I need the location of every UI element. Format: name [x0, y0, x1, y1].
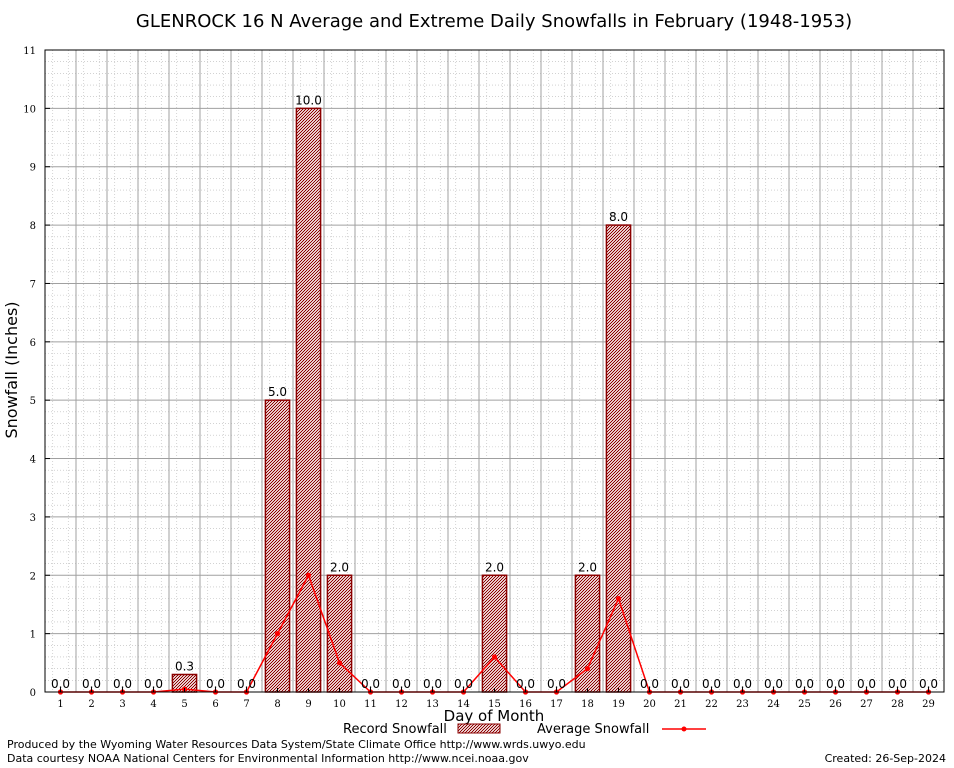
x-tick-label: 10 [333, 699, 346, 710]
x-tick-label: 3 [119, 699, 125, 710]
bar-value-label: 0.0 [919, 677, 938, 691]
bar-labels: 0.0 0.0 0.0 0.0 0.3 0.0 0.0 5.0 10.0 2.0 0.0 0.0 0.0… [51, 93, 938, 691]
x-tick-label: 19 [612, 699, 625, 710]
bar-value-label: 0.0 [237, 677, 256, 691]
bar-value-label: 0.0 [826, 677, 845, 691]
legend: Record Snowfall Average Snowfall [343, 722, 706, 737]
bar-value-label: 0.0 [547, 677, 566, 691]
footer-produced-by: Produced by the Wyoming Water Resources … [7, 738, 586, 751]
bar-day-10 [326, 574, 353, 693]
bar-day-15 [481, 574, 508, 693]
bar-value-label: 0.0 [888, 677, 907, 691]
bar-value-label: 0.0 [113, 677, 132, 691]
bar-value-label: 2.0 [485, 560, 504, 574]
x-tick-label: 16 [519, 699, 532, 710]
average-point-day-8 [274, 631, 281, 637]
x-tick-label: 8 [274, 699, 280, 710]
x-tick-label: 27 [860, 699, 873, 710]
bar-value-label: 0.0 [733, 677, 752, 691]
x-tick-label: 2 [88, 699, 94, 710]
bar-value-label: 2.0 [330, 560, 349, 574]
bar-value-label: 5.0 [268, 385, 287, 399]
y-tick-label: 10 [23, 104, 36, 115]
bar-value-label: 0.0 [206, 677, 225, 691]
legend-average-marker [681, 726, 687, 732]
bar-value-label: 10.0 [295, 93, 322, 107]
legend-record-swatch [457, 723, 501, 734]
footer-created: Created: 26-Sep-2024 [824, 752, 946, 765]
bar-value-label: 0.0 [516, 677, 535, 691]
bar-value-label: 0.0 [144, 677, 163, 691]
y-tick-label: 7 [30, 279, 36, 290]
bar-value-label: 0.0 [795, 677, 814, 691]
average-point-day-9 [305, 572, 312, 578]
y-tick-label: 0 [30, 688, 36, 699]
y-tick-label: 1 [30, 630, 36, 641]
x-tick-label: 25 [798, 699, 811, 710]
x-tick-label: 11 [364, 699, 377, 710]
y-tick-label: 9 [30, 163, 36, 174]
x-tick-label: 5 [181, 699, 187, 710]
bar-day-9 [295, 107, 322, 693]
x-tick-label: 22 [705, 699, 718, 710]
x-tick-label: 4 [150, 699, 156, 710]
average-point-day-18 [584, 666, 591, 672]
bar-value-label: 0.0 [764, 677, 783, 691]
average-point-day-10 [336, 660, 343, 666]
x-tick-label: 15 [488, 699, 501, 710]
bar-day-19 [605, 224, 632, 693]
bar-value-label: 0.0 [51, 677, 70, 691]
legend-average-label: Average Snowfall [537, 722, 649, 737]
y-tick-label: 6 [30, 338, 36, 349]
x-tick-label: 21 [674, 699, 687, 710]
y-tick-label: 3 [30, 513, 36, 524]
average-point-day-19 [615, 596, 622, 602]
x-tick-label: 13 [426, 699, 439, 710]
y-tick-label: 11 [23, 46, 36, 57]
y-tick-label: 4 [30, 455, 36, 466]
x-tick-label: 26 [829, 699, 842, 710]
bar-value-label: 0.0 [423, 677, 442, 691]
bar-value-label: 0.0 [857, 677, 876, 691]
bars [171, 107, 632, 693]
x-tick-label: 24 [767, 699, 780, 710]
x-tick-label: 23 [736, 699, 749, 710]
bar-value-label: 0.0 [361, 677, 380, 691]
chart-title: GLENROCK 16 N Average and Extreme Daily … [136, 11, 852, 32]
bar-value-label: 0.0 [82, 677, 101, 691]
y-tick-label: 8 [30, 221, 36, 232]
x-tick-label: 29 [922, 699, 935, 710]
average-point-day-15 [491, 654, 498, 660]
x-tick-label: 17 [550, 699, 563, 710]
x-axis-label: Day of Month [444, 707, 545, 725]
x-tick-label: 6 [212, 699, 218, 710]
bar-day-8 [264, 399, 291, 693]
x-tick-label: 12 [395, 699, 408, 710]
bar-value-label: 0.0 [454, 677, 473, 691]
y-tick-label: 2 [30, 571, 36, 582]
x-tick-label: 18 [581, 699, 594, 710]
x-tick-label: 1 [57, 699, 63, 710]
legend-record-label: Record Snowfall [343, 722, 447, 737]
bar-value-label: 0.0 [640, 677, 659, 691]
x-tick-label: 28 [891, 699, 904, 710]
bar-value-label: 0.3 [175, 659, 194, 673]
x-tick-label: 9 [305, 699, 311, 710]
bar-value-label: 0.0 [671, 677, 690, 691]
x-tick-label: 14 [457, 699, 470, 710]
footer-courtesy: Data courtesy NOAA National Centers for … [7, 752, 529, 765]
x-tick-label: 20 [643, 699, 656, 710]
bar-value-label: 2.0 [578, 560, 597, 574]
y-axis-label: Snowfall (Inches) [2, 301, 21, 438]
bar-value-label: 0.0 [702, 677, 721, 691]
x-tick-label: 7 [243, 699, 249, 710]
y-tick-label: 5 [30, 396, 36, 407]
bar-value-label: 0.0 [392, 677, 411, 691]
bar-value-label: 8.0 [609, 210, 628, 224]
